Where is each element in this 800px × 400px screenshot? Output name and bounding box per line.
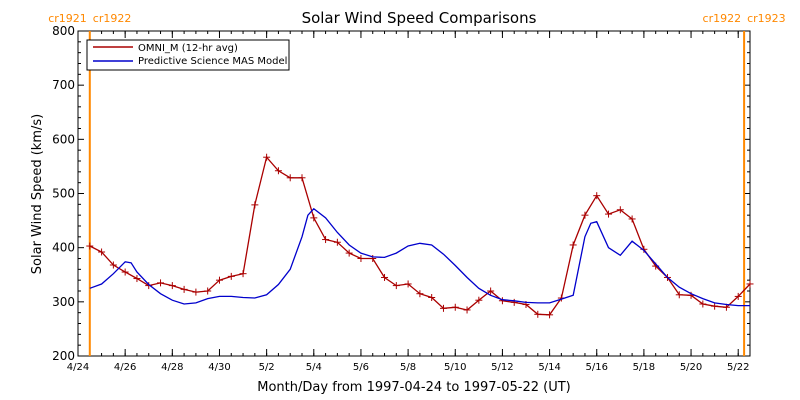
- series-0-point-46: [628, 215, 636, 223]
- series-0-point-38: [534, 310, 542, 318]
- y-tick-label-200: 200: [52, 349, 75, 363]
- series-0-point-30: [439, 304, 447, 312]
- series-0-point-53: [711, 302, 719, 310]
- series-0-point-55: [734, 292, 742, 300]
- series-0-point-56: [746, 280, 754, 288]
- series-0-point-3: [121, 268, 129, 276]
- series-0-point-19: [310, 214, 318, 222]
- x-tick-label-10: 5/14: [538, 362, 560, 373]
- series-0-point-0: [86, 242, 94, 250]
- series-0-point-39: [546, 311, 554, 319]
- series-0-point-28: [416, 290, 424, 298]
- x-tick-label-12: 5/18: [633, 362, 655, 373]
- x-tick-label-4: 5/2: [259, 362, 275, 373]
- series-0-point-35: [498, 297, 506, 305]
- series-0-point-12: [227, 272, 235, 280]
- carrington-rotation-markers: cr1921 cr1922 cr1922 cr1923: [48, 12, 786, 356]
- series-0-point-9: [192, 288, 200, 296]
- series-0-point-26: [392, 282, 400, 290]
- series-0-point-2: [109, 261, 117, 269]
- x-tick-label-2: 4/28: [161, 362, 183, 373]
- series-0-point-16: [274, 167, 282, 175]
- series-0-point-50: [675, 291, 683, 299]
- series-0-point-41: [569, 241, 577, 249]
- x-tick-label-1: 4/26: [114, 362, 136, 373]
- y-tick-label-600: 600: [52, 132, 75, 146]
- x-tick-label-14: 5/22: [727, 362, 749, 373]
- series-0-point-1: [98, 248, 106, 256]
- series-line-1: [89, 207, 750, 307]
- x-tick-label-5: 5/4: [306, 362, 322, 373]
- series-0-point-7: [168, 282, 176, 290]
- x-tick-label-8: 5/10: [444, 362, 466, 373]
- x-tick-label-0: 4/24: [67, 362, 89, 373]
- x-tick-label-3: 4/30: [208, 362, 230, 373]
- series-0-point-43: [593, 192, 601, 200]
- series-0-point-11: [215, 276, 223, 284]
- x-tick-label-9: 5/12: [491, 362, 513, 373]
- series-0-point-17: [286, 174, 294, 182]
- y-axis: 200 300 400 500 600 700 800: [52, 24, 750, 363]
- x-tick-label-11: 5/16: [586, 362, 608, 373]
- cr-label-left-0: cr1921: [48, 12, 87, 25]
- series-0-point-32: [463, 306, 471, 314]
- legend-label-omni: OMNI_M (12-hr avg): [138, 43, 238, 54]
- y-tick-label-800: 800: [52, 24, 75, 38]
- series-0-point-42: [581, 211, 589, 219]
- x-tick-label-13: 5/20: [680, 362, 702, 373]
- series-0-point-10: [204, 287, 212, 295]
- series-0-point-20: [322, 236, 330, 244]
- series-0-point-4: [133, 275, 141, 283]
- series-0-point-25: [381, 273, 389, 281]
- series-0-point-8: [180, 285, 188, 293]
- series-0-point-31: [451, 303, 459, 311]
- x-tick-label-7: 5/8: [400, 362, 416, 373]
- series-0-point-24: [369, 255, 377, 262]
- x-tick-label-6: 5/6: [353, 362, 369, 373]
- legend-label-mas-model: Predictive Science MAS Model: [138, 56, 287, 67]
- cr-label-right-0: cr1922: [93, 12, 132, 25]
- x-axis: 4/24 4/26 4/28 4/30 5/2 5/4 5/6 5/8 5/10 5/12 5/14…: [67, 31, 749, 373]
- chart-title: Solar Wind Speed Comparisons: [302, 9, 537, 27]
- series-0-point-22: [345, 249, 353, 257]
- y-tick-label-300: 300: [52, 295, 75, 309]
- series-0-point-27: [404, 280, 412, 288]
- series-0-point-21: [333, 238, 341, 246]
- x-axis-label: Month/Day from 1997-04-24 to 1997-05-22 …: [257, 380, 570, 395]
- series-layer: [86, 153, 754, 319]
- series-0-point-14: [251, 201, 259, 209]
- cr-label-right-1: cr1923: [747, 12, 786, 25]
- series-0-point-23: [357, 255, 365, 262]
- y-axis-label: Solar Wind Speed (km/s): [30, 114, 45, 274]
- y-tick-label-400: 400: [52, 241, 75, 255]
- y-tick-label-700: 700: [52, 78, 75, 92]
- series-0-point-15: [263, 153, 271, 161]
- series-0-point-13: [239, 270, 247, 278]
- legend-frame: [86, 39, 290, 71]
- series-0-point-33: [475, 296, 483, 304]
- series-0-point-44: [605, 210, 613, 218]
- series-0-point-18: [298, 174, 306, 182]
- y-tick-label-500: 500: [52, 187, 75, 201]
- series-0-point-34: [487, 287, 495, 295]
- series-0-point-29: [428, 294, 436, 301]
- legend: OMNI_M (12-hr avg) Predictive Science MA…: [86, 39, 290, 71]
- series-0-point-45: [616, 206, 624, 214]
- series-0-point-36: [510, 298, 518, 306]
- series-0-point-6: [157, 279, 165, 287]
- cr-label-left-1: cr1922: [703, 12, 742, 25]
- series-0-point-52: [699, 300, 707, 308]
